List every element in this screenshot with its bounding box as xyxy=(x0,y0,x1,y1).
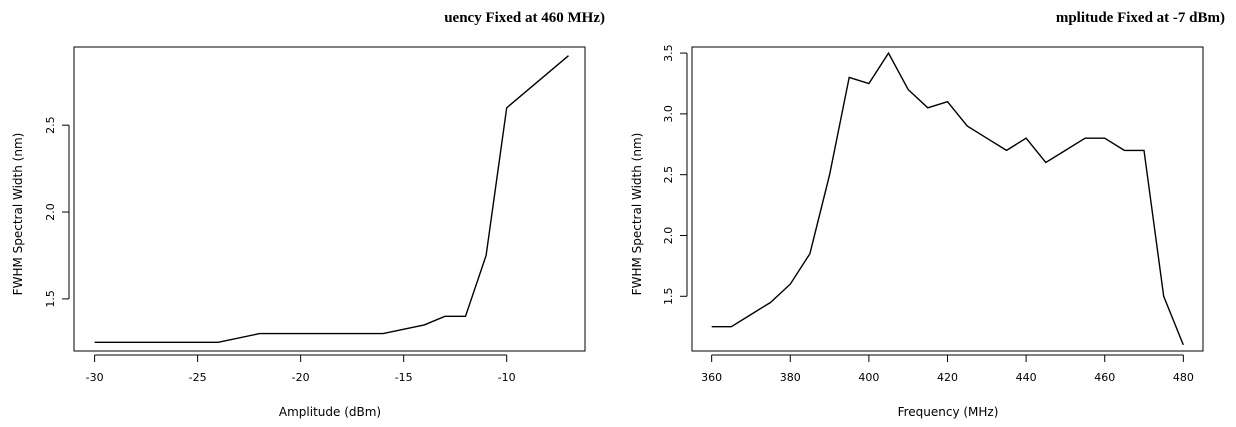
chart-title: uency Fixed at 460 MHz) xyxy=(444,10,605,26)
x-tick-label: 360 xyxy=(701,371,722,384)
y-tick-label: 2.5 xyxy=(662,166,675,184)
x-tick-label: -25 xyxy=(189,371,207,384)
x-ticks: 360 380 400 420 440 460 480 xyxy=(701,354,1194,384)
plot-frame xyxy=(691,46,1204,352)
data-line xyxy=(711,51,1184,346)
x-tick-label: 480 xyxy=(1173,371,1194,384)
x-tick-label: 460 xyxy=(1094,371,1115,384)
chart-title: mplitude Fixed at -7 dBm) xyxy=(1056,10,1225,26)
y-ticks: 1.5 2.0 2.5 xyxy=(44,116,70,308)
x-axis-label: Frequency (MHz) xyxy=(898,405,999,419)
y-tick-label: 2.5 xyxy=(44,116,57,133)
y-tick-label: 2.0 xyxy=(662,227,675,245)
y-ticks: 1.5 2.0 2.5 3.0 3.5 xyxy=(662,44,688,306)
y-tick-label: 2.0 xyxy=(44,203,57,221)
y-axis-label: FWHM Spectral Width (nm) xyxy=(11,133,25,296)
x-tick-label: -30 xyxy=(86,371,104,384)
y-tick-label: 3.5 xyxy=(662,44,675,62)
x-axis-label: Amplitude (dBm) xyxy=(279,405,381,419)
x-ticks: -30 -25 -20 -15 -10 xyxy=(86,354,516,384)
amplitude-chart: uency Fixed at 460 MHz) Amplitude (dBm) … xyxy=(11,10,605,419)
x-tick-label: -15 xyxy=(395,371,413,384)
data-line xyxy=(94,55,569,343)
x-tick-label: 400 xyxy=(858,371,879,384)
x-tick-label: -10 xyxy=(498,371,516,384)
plot-frame xyxy=(73,46,586,352)
x-tick-label: 440 xyxy=(1016,371,1037,384)
y-tick-label: 3.0 xyxy=(662,105,675,123)
y-tick-label: 1.5 xyxy=(662,288,675,306)
x-tick-label: -20 xyxy=(292,371,310,384)
frequency-chart: mplitude Fixed at -7 dBm) Frequency (MHz… xyxy=(630,10,1225,419)
y-axis-label: FWHM Spectral Width (nm) xyxy=(630,133,644,296)
x-tick-label: 380 xyxy=(780,371,801,384)
y-tick-label: 1.5 xyxy=(44,290,57,308)
x-tick-label: 420 xyxy=(937,371,958,384)
